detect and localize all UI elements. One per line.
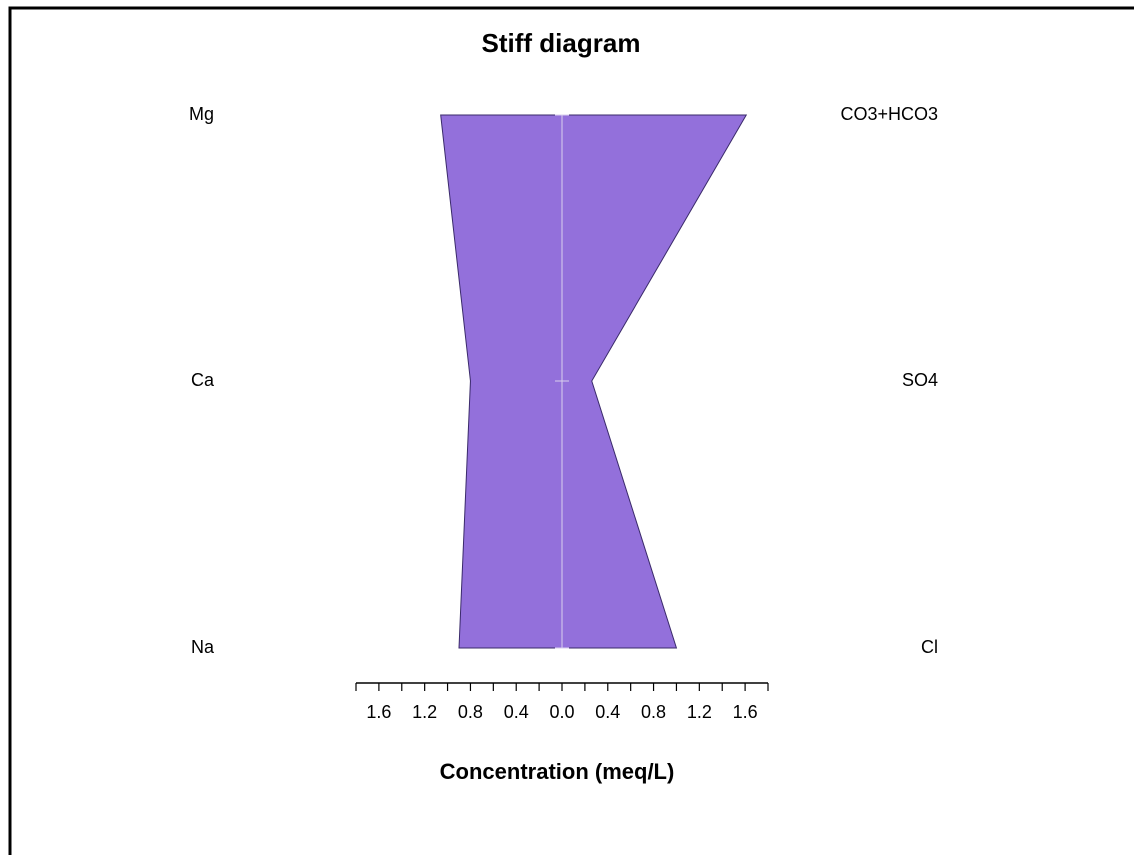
anion-label: CO3+HCO3 [840, 104, 938, 124]
cation-label: Na [191, 637, 215, 657]
x-tick-label: 0.8 [458, 702, 483, 722]
stiff-polygon [440, 114, 748, 649]
anion-label: Cl [921, 637, 938, 657]
frame [8, 6, 1134, 855]
x-tick-label: 0.4 [504, 702, 529, 722]
anion-label: SO4 [902, 370, 938, 390]
x-tick-label: 0.0 [549, 702, 574, 722]
x-tick-label: 1.6 [733, 702, 758, 722]
x-tick-label: 1.2 [687, 702, 712, 722]
chart-title: Stiff diagram [482, 28, 641, 58]
x-tick-label: 1.2 [412, 702, 437, 722]
cation-label: Mg [189, 104, 214, 124]
x-tick-label: 0.8 [641, 702, 666, 722]
x-tick-label: 1.6 [366, 702, 391, 722]
x-tick-label: 0.4 [595, 702, 620, 722]
x-axis-label: Concentration (meq/L) [440, 759, 675, 784]
cation-label: Ca [191, 370, 215, 390]
